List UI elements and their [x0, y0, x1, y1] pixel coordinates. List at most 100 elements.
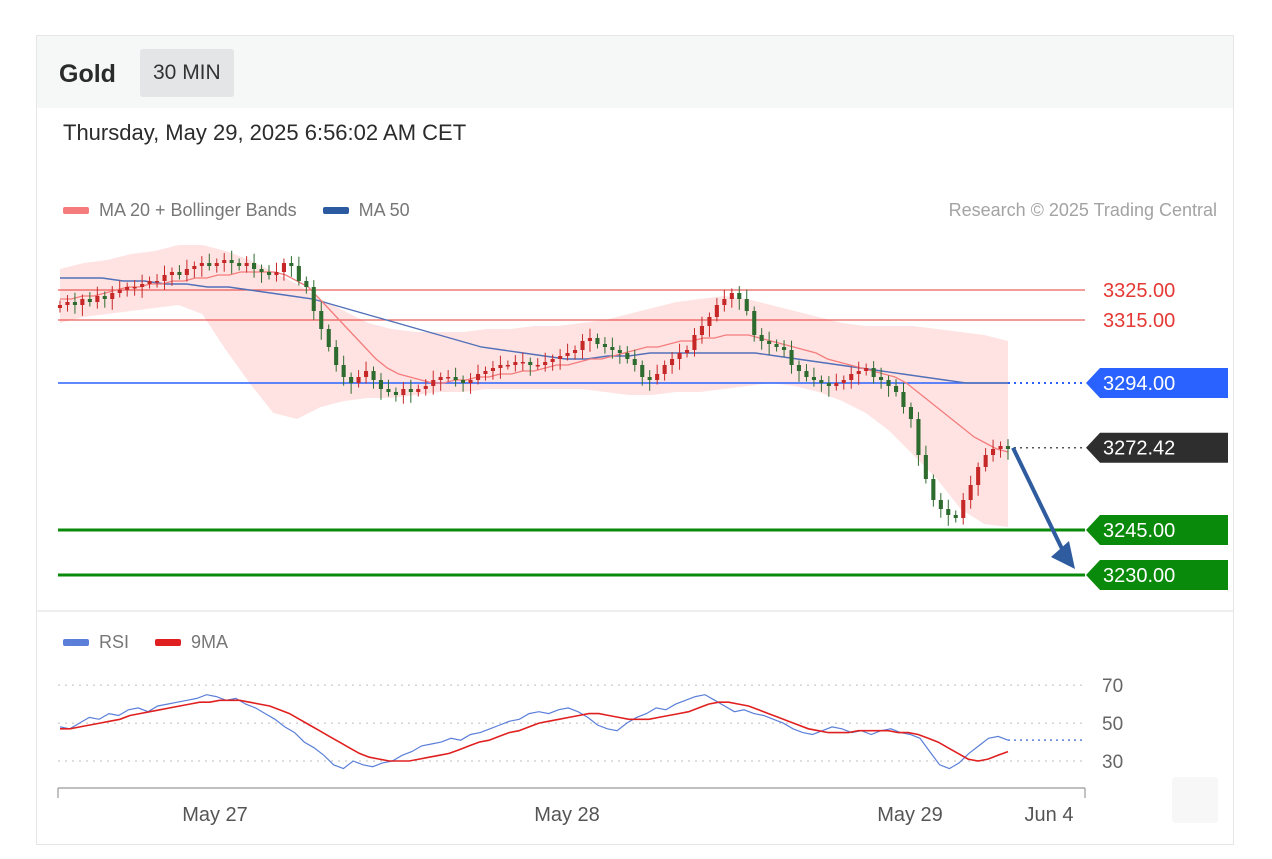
candle-body — [453, 377, 458, 380]
candle-body — [729, 293, 734, 299]
support-tag-bg — [1086, 560, 1228, 590]
target-arrow-head — [1051, 541, 1075, 569]
candles — [57, 250, 1010, 526]
instrument-title: Gold — [59, 60, 116, 88]
ma20-legend-label: MA 20 + Bollinger Bands — [99, 200, 297, 220]
rsi-line — [59, 694, 1009, 770]
rsi-tick-label: 50 — [1102, 714, 1123, 735]
candle-body — [281, 263, 286, 272]
candle-body — [237, 263, 242, 266]
candle-body — [289, 263, 294, 266]
credit-text: Research © 2025 Trading Central — [948, 200, 1217, 220]
candle-body — [580, 341, 585, 350]
chart-header: Gold 30 MIN — [37, 36, 1233, 108]
candle-body — [214, 263, 219, 266]
candle-body — [879, 377, 884, 380]
support-level-tag: 3230.00 — [1086, 560, 1228, 590]
candle-body — [192, 266, 197, 269]
candle-body — [617, 350, 622, 353]
ma50-legend-label: MA 50 — [358, 200, 410, 220]
candle-body — [505, 365, 510, 367]
candle-body — [252, 263, 257, 269]
candle-body — [811, 377, 816, 380]
support-tag-bg — [1086, 515, 1228, 545]
candle-body — [953, 515, 958, 518]
rsi-tick-label: 70 — [1102, 676, 1123, 697]
candle-body — [647, 377, 652, 380]
candle-body — [886, 380, 891, 386]
ma50-line — [60, 277, 1008, 384]
candle-body — [692, 335, 697, 350]
candle-body — [371, 371, 376, 380]
candle-body — [535, 365, 540, 367]
candle-body — [304, 281, 309, 287]
candle-body — [565, 353, 570, 356]
candle-body — [662, 365, 667, 374]
timeframe-button[interactable]: 30 MIN — [140, 49, 234, 97]
candle-body — [602, 344, 607, 347]
candle-body — [968, 485, 973, 500]
candle-body — [841, 380, 846, 383]
candle-body — [102, 296, 107, 299]
candle-body — [199, 263, 204, 266]
rsi-ma-swatch — [155, 639, 182, 646]
x-tick-label: May 28 — [534, 804, 600, 826]
candle-body — [632, 359, 637, 365]
candle-body — [244, 263, 249, 266]
candle-body — [416, 389, 421, 392]
resistance-level-label: 3325.00 — [1103, 280, 1175, 302]
candle-body — [894, 386, 899, 392]
candle-body — [259, 269, 264, 272]
candle-body — [923, 455, 928, 479]
candle-body — [796, 365, 801, 371]
x-tick-label: May 27 — [182, 804, 248, 826]
candle-body — [341, 365, 346, 377]
candle-body — [57, 305, 62, 308]
candle-body — [80, 299, 85, 305]
candle-body — [356, 377, 361, 383]
pivot-level-tag: 3294.00 — [1086, 368, 1228, 398]
candle-body — [744, 299, 749, 311]
candle-body — [177, 272, 182, 275]
candle-body — [625, 353, 630, 359]
chart-card: Gold 30 MIN Thursday, May 29, 2025 6:56:… — [36, 35, 1234, 845]
expand-button[interactable] — [1172, 777, 1218, 823]
rsi-legend-label: RSI — [99, 632, 130, 652]
rsi-swatch — [63, 639, 89, 646]
candle-body — [476, 374, 481, 380]
x-tick-label: May 29 — [877, 804, 943, 826]
bollinger-band — [60, 245, 1008, 527]
candle-body — [759, 335, 764, 341]
candle-body — [908, 407, 913, 419]
candle-body — [132, 287, 137, 289]
candle-body — [804, 371, 809, 377]
rsi-ma-legend-label: 9MA — [191, 632, 229, 652]
candle-body — [871, 368, 876, 377]
candle-body — [184, 269, 189, 275]
candle-body — [901, 392, 906, 407]
candle-body — [573, 350, 578, 353]
candle-body — [864, 368, 869, 371]
candle-body — [498, 365, 503, 368]
candle-body — [699, 326, 704, 335]
candle-body — [767, 341, 772, 344]
candle-body — [162, 275, 167, 281]
candle-body — [364, 371, 369, 377]
candle-body — [685, 350, 690, 353]
candle-body — [610, 347, 615, 350]
candle-body — [95, 296, 100, 302]
candle-body — [528, 362, 533, 365]
candle-body — [774, 344, 779, 347]
candle-body — [140, 284, 145, 287]
candle-body — [640, 365, 645, 377]
candle-body — [931, 479, 936, 500]
candle-body — [438, 377, 443, 380]
candle-body — [550, 359, 555, 362]
candle-body — [752, 311, 757, 335]
candle-body — [587, 338, 592, 341]
candle-body — [946, 509, 951, 515]
candle-body — [334, 347, 339, 365]
candle-body — [222, 260, 227, 263]
candle-body — [782, 347, 787, 350]
